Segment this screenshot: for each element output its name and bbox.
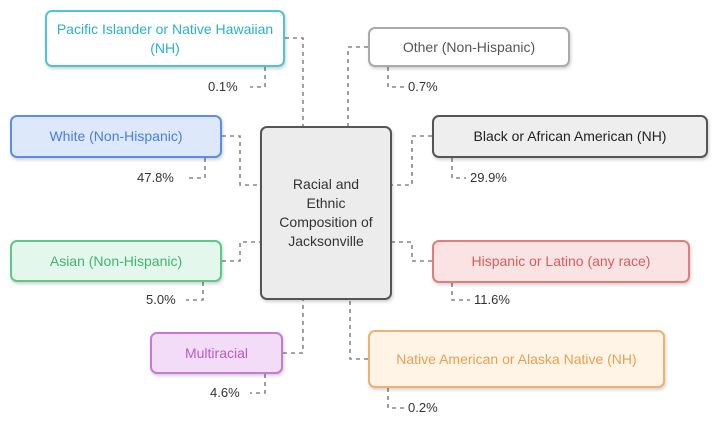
connector	[283, 300, 304, 354]
connector	[285, 37, 304, 126]
connector	[222, 241, 260, 262]
connector	[387, 388, 404, 409]
connector	[188, 158, 206, 179]
connector	[347, 46, 368, 126]
connector	[451, 158, 466, 179]
node-value: 0.7%	[408, 79, 438, 94]
node-label: Other (Non-Hispanic)	[368, 27, 570, 67]
node-label: Pacific Islander or Native Hawaiian (NH)	[45, 10, 285, 67]
node-value: 0.2%	[408, 400, 438, 415]
connector	[392, 241, 432, 262]
node-value: 4.6%	[210, 385, 240, 400]
node-label: Black or African American (NH)	[432, 115, 708, 158]
connector	[186, 282, 204, 301]
node-value: 47.8%	[137, 170, 174, 185]
connector	[451, 283, 470, 301]
node-label: Multiracial	[150, 332, 283, 374]
connector	[349, 300, 368, 360]
node-value: 29.9%	[470, 170, 507, 185]
node-label: White (Non-Hispanic)	[10, 115, 222, 158]
node-value: 5.0%	[146, 292, 176, 307]
connector	[250, 374, 266, 394]
node-label: Hispanic or Latino (any race)	[432, 240, 690, 283]
connector	[222, 135, 260, 186]
node-label: Asian (Non-Hispanic)	[10, 240, 222, 282]
node-label: Native American or Alaska Native (NH)	[368, 330, 665, 388]
node-value: 0.1%	[208, 79, 238, 94]
connector	[392, 135, 432, 186]
connector	[387, 67, 404, 88]
connector	[250, 67, 266, 88]
node-value: 11.6%	[474, 292, 510, 307]
center-node: Racial and Ethnic Composition of Jackson…	[260, 126, 392, 300]
